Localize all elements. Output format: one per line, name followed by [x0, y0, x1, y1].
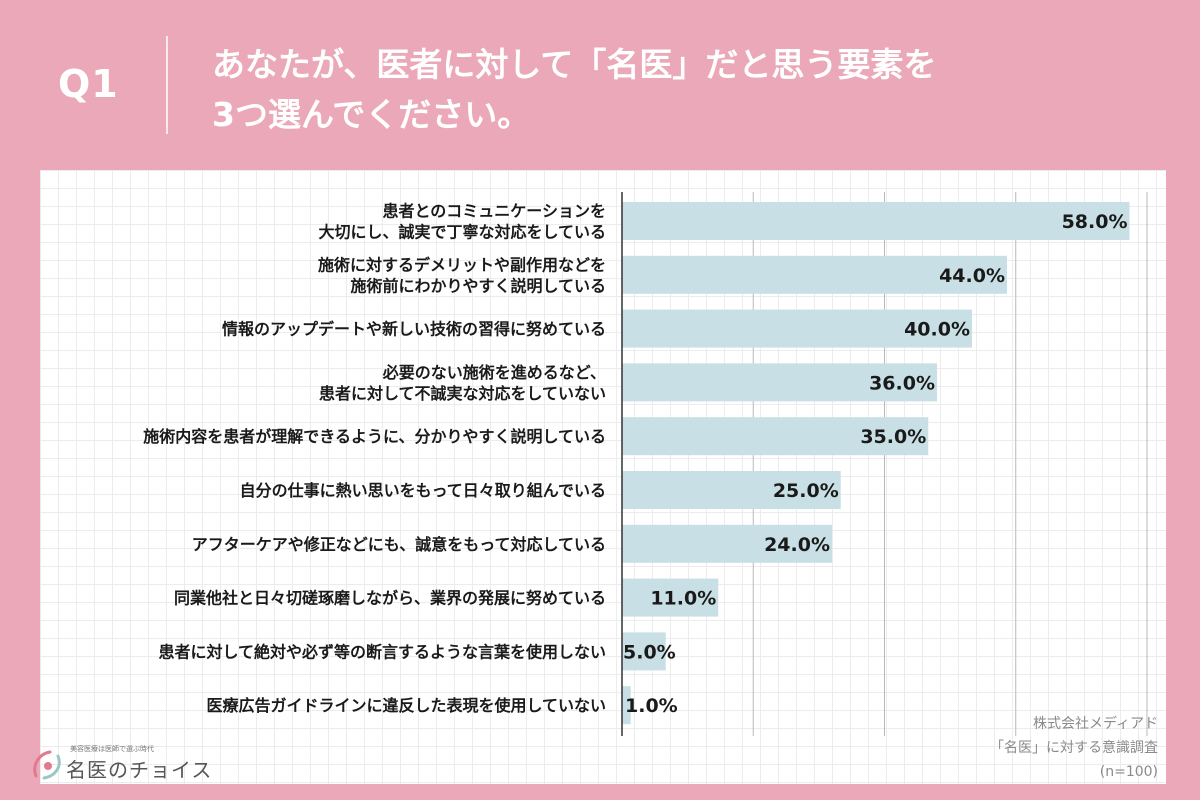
source-sample-size: (n=100) — [1099, 764, 1158, 780]
category-label-2-1: 施術に対するデメリットや副作用などを — [318, 255, 606, 274]
category-label-4-1: 必要のない施術を進めるなど、 — [382, 363, 606, 382]
category-label-6: 自分の仕事に熱い思いをもって日々取り組んでいる — [240, 481, 606, 500]
question-line-2: 3つ選んでください。 — [212, 95, 531, 134]
category-label-5: 施術内容を患者が理解できるように、分かりやすく説明している — [143, 427, 606, 446]
bar-3 — [622, 309, 972, 348]
value-label-8: 11.0% — [650, 588, 716, 610]
question-line-1: あなたが、医者に対して「名医」だと思う要素を — [212, 45, 937, 84]
value-label-9: 5.0% — [623, 641, 676, 663]
value-label-5: 35.0% — [860, 426, 926, 448]
value-label-6: 25.0% — [773, 480, 839, 502]
value-label-3: 40.0% — [904, 319, 970, 341]
category-label-4-2: 患者に対して不誠実な対応をしていない — [319, 384, 606, 403]
question-number: Q1 — [58, 62, 119, 106]
source-company: 株式会社メディアド — [1032, 716, 1158, 732]
category-label-10: 医療広告ガイドラインに違反した表現を使用していない — [206, 696, 606, 715]
bar-5 — [622, 417, 929, 456]
chart-panel: 58.0% 患者とのコミュニケーションを大切にし、誠実で丁寧な対応をしている 44.… — [40, 170, 1166, 784]
bar-1 — [622, 202, 1130, 240]
logo-mark-icon — [33, 750, 61, 780]
category-label-7: アフターケアや修正などにも、誠意をもって対応している — [192, 535, 606, 554]
category-label-3: 情報のアップデートや新しい技術の習得に努めている — [222, 320, 606, 339]
bar-2 — [622, 255, 1007, 294]
bar-8 — [622, 578, 719, 617]
category-label-1-1: 患者とのコミュニケーションを — [382, 202, 606, 221]
bar-6 — [622, 471, 841, 509]
question-title: あなたが、医者に対して「名医」だと思う要素を 3つ選んでください。 — [212, 40, 1112, 140]
category-label-8: 同業他社と日々切磋琢磨しながら、業界の発展に努めている — [174, 589, 606, 608]
value-label-1: 58.0% — [1062, 211, 1128, 233]
value-label-2: 44.0% — [939, 265, 1005, 287]
category-label-9: 患者に対して絶対や必ず等の断言するような言葉を使用しない — [158, 642, 606, 661]
bar-10 — [622, 686, 631, 725]
logo-tagline: 美容医療は医師で選ぶ時代 — [70, 745, 154, 753]
logo-name: 名医のチョイス — [66, 758, 213, 782]
source-note: 株式会社メディアド 「名医」に対する意識調査 (n=100) — [990, 712, 1158, 784]
bar-9 — [622, 632, 666, 671]
source-survey-title: 「名医」に対する意識調査 — [990, 740, 1158, 756]
category-label-2-2: 施術前にわかりやすく説明している — [350, 276, 606, 295]
brand-logo: 美容医療は医師で選ぶ時代 名医のチョイス — [30, 744, 220, 784]
category-label-1-2: 大切にし、誠実で丁寧な対応をしている — [318, 223, 606, 242]
value-label-4: 36.0% — [869, 372, 935, 394]
header: Q1 あなたが、医者に対して「名医」だと思う要素を 3つ選んでください。 — [0, 0, 1200, 170]
bar-7 — [622, 524, 832, 563]
bar-4 — [622, 363, 937, 402]
header-divider — [166, 36, 168, 134]
value-label-10: 1.0% — [625, 695, 678, 717]
value-label-7: 24.0% — [764, 534, 830, 556]
